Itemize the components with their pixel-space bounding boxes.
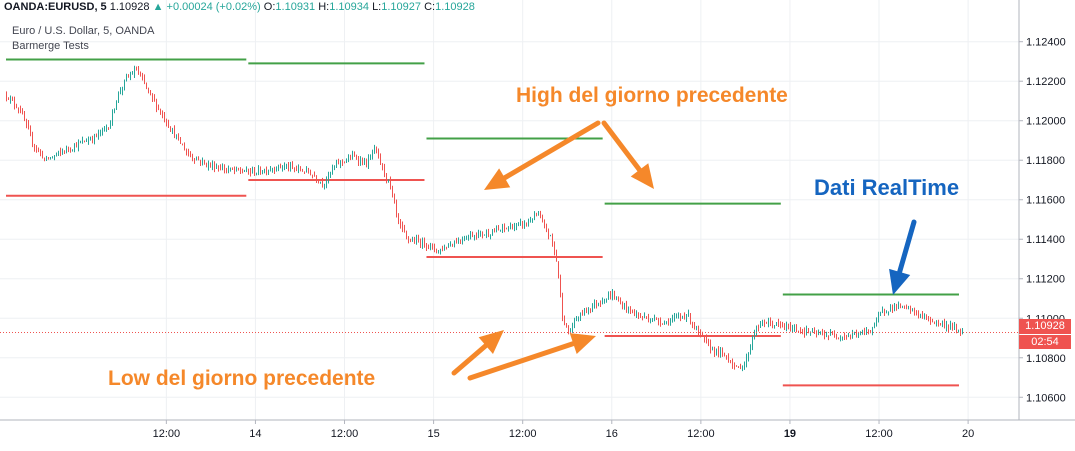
instrument-title: Euro / U.S. Dollar, 5, OANDA [12,25,155,37]
high-arrow-left [502,120,601,181]
close-label: C: [424,1,436,13]
price-tick-label: 1.10800 [1026,353,1066,365]
last-price-badge: 1.10928 [1019,319,1071,334]
price-tick-label: 1.12200 [1026,76,1066,88]
time-tick-label: 19 [784,428,796,440]
price-tick-label: 1.12000 [1026,116,1066,128]
time-tick-label: 12:00 [865,428,893,440]
realtime-arrow-head [889,268,911,295]
time-tick-label: 20 [962,428,974,440]
time-tick-label: 16 [606,428,618,440]
price-tick-label: 1.11800 [1026,155,1065,167]
time-tick-label: 12:00 [509,428,537,440]
low-annotation: Low del giorno precedente [108,367,376,390]
grid-lines [0,0,1019,420]
time-tick-label: 15 [427,428,439,440]
time-axis-ticks: 12:00 14 12:00 15 12:00 16 12:00 19 12:00 20 [153,420,974,440]
change-up-icon: ▲ [152,1,164,13]
realtime-arrow [897,219,917,275]
open-label: O: [263,1,276,13]
time-tick-label: 12:00 [687,428,715,440]
symbol-name[interactable]: OANDA:EURUSD, 5 [4,1,107,13]
time-tick-label: 12:00 [153,428,181,440]
high-label: H: [318,1,330,13]
indicator-name[interactable]: Barmerge Tests [12,40,89,52]
last-price: 1.10928 [109,1,150,13]
annotation-arrows [451,120,917,381]
low-value: 1.10927 [381,1,422,13]
price-tick-label: 1.12400 [1026,37,1066,49]
price-tick-label: 1.11600 [1026,195,1065,207]
high-value: 1.10934 [329,1,369,13]
price-scale[interactable] [1019,0,1075,420]
open-value: 1.10931 [275,1,316,13]
low-arrow-left [451,343,489,376]
low-arrow-right [467,341,576,381]
time-tick-label: 12:00 [331,428,359,440]
time-tick-label: 14 [249,428,261,440]
low-arrow-left-head [478,330,504,354]
price-tick-label: 1.11200 [1026,274,1065,286]
high-arrow-left-head [484,168,511,190]
bar-countdown-badge: 02:54 [1019,335,1071,349]
price-change: +0.00024 (+0.02%) [166,1,261,13]
high-arrow-right-head [630,163,654,189]
high-arrow-right [601,120,643,173]
low-arrow-right-head [569,333,596,355]
close-value: 1.10928 [435,1,475,13]
high-annotation: High del giorno precedente [516,84,788,107]
price-tick-label: 1.11400 [1026,234,1065,246]
low-label: L: [372,1,382,13]
candlestick-series [6,65,963,372]
session-high-low-lines [6,58,959,387]
price-tick-label: 1.10600 [1026,392,1066,404]
realtime-annotation: Dati RealTime [814,175,960,200]
symbol-header: OANDA:EURUSD, 5 1.10928 ▲ +0.00024 (+0.0… [4,0,475,14]
